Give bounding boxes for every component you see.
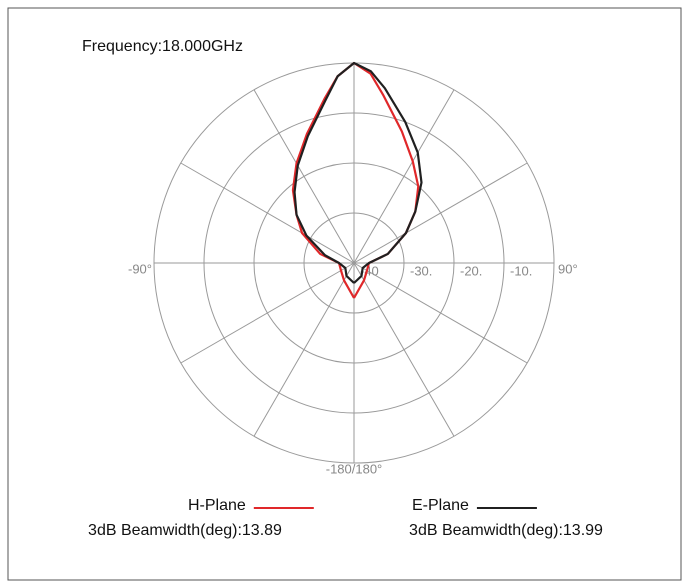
legend-label: H-Plane: [188, 497, 246, 514]
r-tick-label: -30.: [410, 263, 432, 278]
beamwidth-label: 3dB Beamwidth(deg):13.89: [88, 522, 282, 539]
angle-label: -180/180°: [326, 461, 383, 476]
grid-spoke: [253, 89, 355, 264]
chart-title: Frequency:18.000GHz: [82, 38, 243, 55]
grid-spoke: [353, 262, 528, 364]
grid-spoke: [353, 162, 528, 264]
angle-label: 90°: [558, 261, 578, 276]
grid-spoke: [180, 162, 355, 264]
frame: [7, 7, 682, 581]
legend-label: E-Plane: [412, 497, 469, 514]
grid-spoke: [253, 262, 355, 437]
grid-spoke: [353, 262, 455, 437]
pattern-line: [293, 61, 423, 284]
beamwidth-label: 3dB Beamwidth(deg):13.99: [409, 522, 603, 539]
angle-label: -90°: [128, 261, 152, 276]
grid-spoke: [353, 89, 455, 264]
r-tick-label: -10.: [510, 263, 532, 278]
grid-spoke: [180, 262, 355, 364]
r-tick-label: -20.: [460, 263, 482, 278]
